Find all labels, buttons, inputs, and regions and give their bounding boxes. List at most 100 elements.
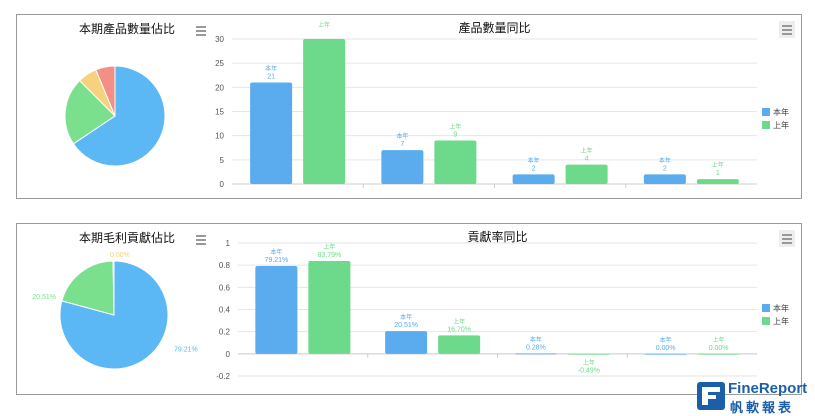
bar2-data-label-1-2: -0.49%: [578, 368, 600, 375]
bar1-bar-1-1: [434, 140, 477, 184]
bar1-ytick-3: 15: [215, 108, 224, 117]
bar2-series-tag-0-0: 本年: [270, 248, 282, 256]
pie2-label-0: 79.21%: [174, 347, 198, 354]
bar2-legend-label-1: 上年: [773, 316, 789, 326]
bar1-series-tag-1-0: 上年: [318, 21, 330, 29]
menu-line: [196, 239, 206, 241]
top-chart-panel: 本期產品數量佔比 產品數量同比 0 5 10 15 20 25 30 本年 21 上年 本年 7 上年 9 本年…: [16, 14, 802, 199]
bar2-ytick-6: 1: [226, 239, 231, 248]
bar1-series-tag-0-0: 本年: [265, 65, 277, 73]
bar2-title: 貢獻率同比: [467, 229, 527, 244]
bar1-data-label-0-2: 2: [532, 165, 536, 172]
bar1-ytick-1: 5: [220, 156, 225, 165]
bar2-legend-swatch-1: [762, 317, 770, 325]
pie2-label-1: 20.51%: [32, 294, 56, 301]
bar2-bar-0-3: [644, 353, 687, 355]
pie1-slice-3: [95, 65, 116, 117]
bar2-series-tag-0-3: 本年: [660, 336, 672, 344]
bar2-bar-1-0: [308, 260, 351, 354]
bar1-series-tag-0-2: 本年: [528, 156, 540, 164]
bar1-series-tag-1-2: 上年: [581, 147, 593, 155]
bar2-data-label-1-0: 83.79%: [318, 252, 342, 259]
bar1-data-label-1-1: 9: [453, 132, 457, 139]
pie1-slice-1: [64, 79, 116, 145]
menu-line: [196, 243, 206, 245]
bar1-bar-1-2: [565, 164, 608, 184]
bar2-data-label-1-1: 16.70%: [447, 326, 471, 333]
bar1-bar-0-2: [512, 174, 555, 184]
bar1-ytick-5: 25: [215, 59, 224, 68]
bar1-bar-0-0: [250, 82, 293, 184]
finereport-logo-icon: [697, 382, 725, 410]
top-chart-svg: 本期產品數量佔比 產品數量同比051015202530本年21上年本年7上年9本年…: [64, 20, 795, 189]
logo-name: FineReport: [728, 380, 808, 397]
bar2-series-tag-1-2: 上年: [583, 359, 595, 367]
pie2-title: 本期毛利貢獻佔比: [79, 230, 175, 245]
pie2-slice-2: [112, 260, 115, 316]
bar2-menu-icon[interactable]: [782, 234, 792, 244]
bar2-series-tag-1-3: 上年: [713, 336, 725, 344]
bar2-series-tag-1-1: 上年: [453, 317, 465, 325]
bar1-legend-swatch-0: [762, 108, 770, 116]
menu-line: [196, 26, 206, 28]
menu-line: [782, 33, 792, 35]
pie2-label-2: 0.00%: [110, 252, 130, 259]
pie2-slice-1: [61, 260, 115, 316]
bar1-bar-1-3: [696, 179, 739, 184]
bar2-legend-swatch-0: [762, 304, 770, 312]
menu-line: [782, 29, 792, 31]
bar1-bar-1-0: [303, 39, 346, 184]
bar2-bar-1-1: [438, 335, 481, 354]
bar1-data-label-0-3: 2: [663, 165, 667, 172]
finereport-logo: FineReport 帆軟報表: [697, 380, 809, 415]
bar1-series-tag-1-1: 上年: [449, 123, 461, 131]
bar1-bar-0-1: [381, 150, 424, 184]
pie2-menu-icon[interactable]: [196, 235, 206, 245]
bar2-ytick-0: -0.2: [216, 372, 230, 381]
bar1-data-label-1-3: 1: [716, 170, 720, 177]
bar2-data-label-0-1: 20.51%: [394, 322, 418, 329]
bar2-data-label-0-2: 0.28%: [526, 345, 546, 352]
menu-line: [782, 242, 792, 244]
menu-line: [196, 34, 206, 36]
logo-subtitle: 帆軟報表: [730, 400, 795, 415]
bar2-ytick-2: 0.2: [219, 328, 231, 337]
bar1-data-label-0-0: 21: [267, 74, 275, 81]
bottom-chart-svg: 本期毛利貢獻佔比 79.21% 20.51% 0.00% 貢獻率同比 -0.2 0 0.2 0.…: [32, 229, 795, 381]
bar2-ytick-3: 0.4: [219, 306, 231, 315]
bar2-series-tag-0-1: 本年: [400, 313, 412, 321]
bar1-ytick-0: 0: [220, 180, 225, 189]
pie1-title: 本期產品數量佔比: [79, 21, 175, 36]
bar1-ytick-2: 10: [215, 132, 224, 141]
bar2-data-label-1-3: 0.00%: [709, 345, 729, 352]
bar2-bar-1-2: [567, 353, 610, 355]
bar1-title: 產品數量同比: [458, 20, 530, 35]
bar1-bar-0-3: [643, 174, 686, 184]
bar1-legend-label-1: 上年: [773, 120, 789, 130]
bar1-legend-label-0: 本年: [773, 107, 789, 117]
bar2-legend-label-0: 本年: [773, 303, 789, 313]
bar2-ytick-1: 0: [226, 350, 231, 359]
bar1-series-tag-0-1: 本年: [396, 132, 408, 140]
menu-line: [196, 235, 206, 237]
bar1-data-label-1-2: 4: [585, 156, 589, 163]
bar2-bar-0-0: [255, 266, 298, 354]
bar2-bar-0-2: [514, 353, 557, 355]
bar1-ytick-6: 30: [215, 35, 224, 44]
bar2-ytick-4: 0.6: [219, 283, 231, 292]
menu-line: [196, 30, 206, 32]
bar2-series-tag-1-0: 上年: [323, 243, 335, 251]
bar1-series-tag-1-3: 上年: [712, 161, 724, 169]
pie1-menu-icon[interactable]: [196, 26, 206, 36]
bar2-ytick-5: 0.8: [219, 261, 231, 270]
menu-line: [782, 25, 792, 27]
bar2-series-tag-0-2: 本年: [530, 336, 542, 344]
pie1-slice-0: [72, 65, 166, 167]
bar2-bar-1-3: [697, 353, 740, 355]
bar1-menu-icon[interactable]: [782, 25, 792, 35]
bottom-chart-panel: 本期毛利貢獻佔比 79.21% 20.51% 0.00% 貢獻率同比 -0.2 0 0.2 0.…: [16, 223, 802, 395]
menu-line: [782, 238, 792, 240]
bar1-ytick-4: 20: [215, 83, 224, 92]
bar1-series-tag-0-3: 本年: [659, 156, 671, 164]
bar2-data-label-0-0: 79.21%: [265, 257, 289, 264]
